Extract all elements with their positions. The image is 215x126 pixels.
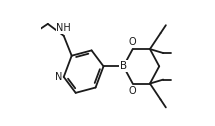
Text: B: B: [120, 61, 127, 71]
Text: O: O: [129, 37, 137, 47]
Text: O: O: [129, 86, 137, 96]
Text: NH: NH: [56, 23, 71, 33]
Text: N: N: [55, 72, 62, 82]
